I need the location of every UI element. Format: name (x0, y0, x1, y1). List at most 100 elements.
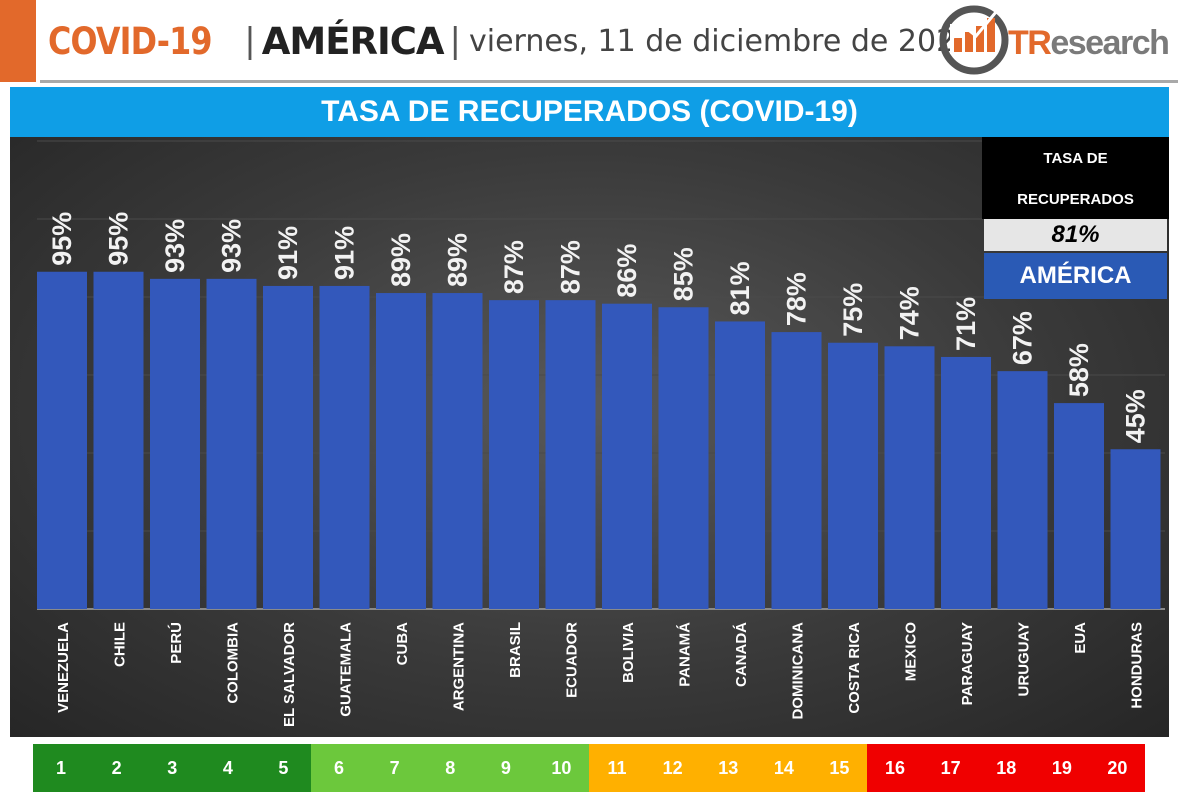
category-label: PARAGUAY (959, 622, 976, 705)
bar-value-label: 74% (895, 286, 925, 340)
rank-cell: 3 (144, 744, 201, 792)
bar-panamá (658, 307, 709, 609)
category-label: CANADÁ (733, 622, 750, 687)
logo-text-rest: esearch (1050, 24, 1170, 62)
bar-value-label: 71% (951, 297, 981, 351)
header-accent-bar (0, 0, 36, 82)
bar-value-label: 81% (725, 261, 755, 315)
bar-value-label: 67% (1008, 311, 1038, 365)
summary-box-region: AMÉRICA (984, 253, 1167, 299)
bar-value-label: 78% (782, 272, 812, 326)
category-label: BRASIL (507, 622, 524, 678)
bar-value-label: 93% (217, 219, 247, 273)
bar-value-label: 89% (443, 233, 473, 287)
bar-canadá (715, 321, 765, 609)
category-label: DOMINICANA (790, 622, 807, 720)
category-label: COLOMBIA (225, 622, 242, 704)
summary-box: TASA DE RECUPERADOS 81% AMÉRICA (982, 137, 1169, 299)
rank-cell: 7 (366, 744, 423, 792)
bar-guatemala (319, 285, 370, 609)
header-date: viernes, 11 de diciembre de 2020 (468, 23, 975, 59)
header-divider (40, 80, 1178, 83)
bar-mexico (884, 346, 935, 609)
logo-globe-icon (939, 5, 1009, 75)
category-label: EUA (1072, 622, 1089, 654)
rank-cell: 2 (88, 744, 145, 792)
tresearch-logo (936, 0, 1176, 80)
rank-cell: 8 (422, 744, 479, 792)
bar-cuba (376, 293, 426, 609)
rank-cell: 17 (922, 744, 979, 792)
bar-perú (150, 278, 200, 609)
logo-text: TResearch (1008, 24, 1170, 63)
bar-el-salvador (263, 285, 313, 609)
header-region: AMÉRICA (261, 19, 445, 63)
summary-box-value: 81% (984, 219, 1167, 251)
summary-box-title-line2: RECUPERADOS (1017, 191, 1134, 208)
rank-cell: 11 (589, 744, 646, 792)
category-label: VENEZUELA (55, 622, 72, 713)
bar-argentina (432, 293, 483, 609)
rank-cell: 13 (700, 744, 757, 792)
bar-paraguay (941, 356, 991, 609)
header-separator: | (449, 21, 461, 61)
bar-colombia (206, 278, 257, 609)
header-title: COVID-19 | AMÉRICA | viernes, 11 de dici… (48, 10, 994, 72)
rank-cell: 1 (33, 744, 90, 792)
bar-value-label: 91% (330, 226, 360, 280)
bar-dominicana (771, 332, 822, 609)
rank-cell: 15 (811, 744, 868, 792)
category-label: GUATEMALA (338, 622, 355, 717)
rank-cell: 10 (533, 744, 590, 792)
bar-value-label: 75% (838, 283, 868, 337)
bar-value-label: 45% (1121, 389, 1151, 443)
category-label: BOLIVIA (620, 622, 637, 683)
bar-venezuela (37, 271, 87, 609)
category-label: CUBA (394, 622, 411, 665)
rank-cell: 9 (477, 744, 534, 792)
category-label: MEXICO (903, 622, 920, 682)
bar-honduras (1110, 449, 1161, 609)
bar-value-label: 87% (556, 240, 586, 294)
summary-box-title-line1: TASA DE (1043, 150, 1108, 167)
chart-title: TASA DE RECUPERADOS (COVID-19) (10, 87, 1169, 137)
bar-value-label: 85% (669, 247, 699, 301)
bar-uruguay (997, 371, 1048, 609)
category-label: URUGUAY (1016, 622, 1033, 696)
category-label: ECUADOR (564, 622, 581, 698)
category-label: COSTA RICA (846, 622, 863, 714)
category-label: PANAMÁ (677, 622, 694, 687)
bar-value-label: 87% (499, 240, 529, 294)
bar-value-label: 95% (47, 212, 77, 266)
category-label: PERÚ (167, 622, 185, 664)
bar-value-label: 91% (273, 226, 303, 280)
rank-cell: 19 (1033, 744, 1090, 792)
bar-bolivia (602, 303, 652, 609)
bar-value-label: 95% (104, 212, 134, 266)
rank-cell: 12 (644, 744, 701, 792)
rank-strip: 1 2 3 4 5 6 7 8 9 10 11 12 13 14 15 16 17 18 19 20 (33, 744, 1146, 792)
category-label: EL SALVADOR (281, 622, 298, 727)
bar-ecuador (545, 300, 596, 609)
header: COVID-19 | AMÉRICA | viernes, 11 de dici… (0, 0, 1178, 83)
summary-box-header: TASA DE RECUPERADOS (982, 137, 1169, 219)
bar-value-label: 93% (160, 219, 190, 273)
logo-text-tr: TR (1008, 24, 1052, 62)
rank-cell: 20 (1089, 744, 1146, 792)
rank-cell: 18 (978, 744, 1035, 792)
bar-value-label: 58% (1064, 343, 1094, 397)
rank-cell: 4 (199, 744, 256, 792)
category-label: CHILE (112, 622, 129, 667)
bar-eua (1054, 403, 1104, 609)
bar-brasil (489, 300, 539, 609)
bar-value-label: 86% (612, 244, 642, 298)
rank-cell: 6 (311, 744, 368, 792)
rank-cell: 16 (867, 744, 924, 792)
rank-cell: 5 (255, 744, 312, 792)
header-covid-label: COVID-19 (48, 19, 212, 63)
bar-chile (93, 271, 144, 609)
bar-costa-rica (828, 342, 878, 609)
bar-value-label: 89% (386, 233, 416, 287)
category-label: ARGENTINA (451, 622, 468, 711)
